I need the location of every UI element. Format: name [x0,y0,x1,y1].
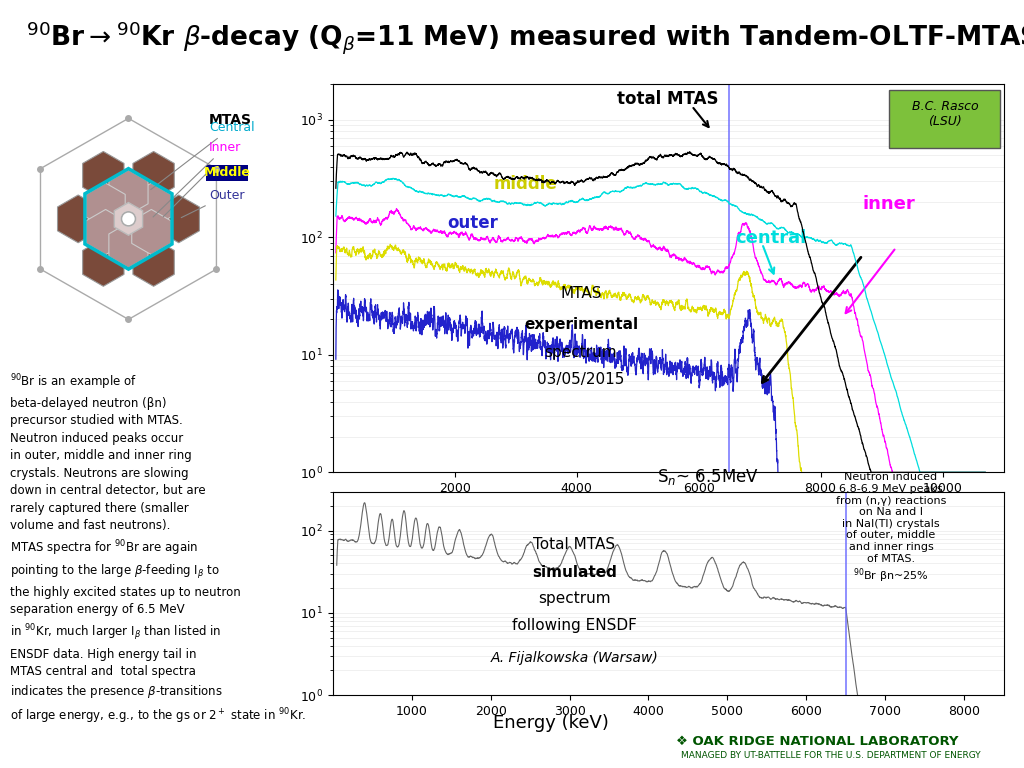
Text: $^{90}$Br$\rightarrow$$^{90}$Kr $\beta$-decay (Q$_{\beta}$=11 MeV) measured with: $^{90}$Br$\rightarrow$$^{90}$Kr $\beta$-… [27,19,1024,56]
Text: outer: outer [446,214,498,232]
Polygon shape [132,210,171,255]
Text: 03/05/2015: 03/05/2015 [538,372,625,387]
Circle shape [122,212,135,226]
Text: simulated: simulated [531,565,616,580]
Text: central: central [735,230,807,247]
FancyBboxPatch shape [207,165,248,181]
Text: Total MTAS: Total MTAS [534,537,615,551]
Polygon shape [109,170,148,215]
Polygon shape [83,239,124,286]
Polygon shape [83,151,124,199]
Polygon shape [86,183,125,228]
Text: spectrum: spectrum [545,345,617,359]
Text: experimental: experimental [524,317,638,333]
Polygon shape [133,239,174,286]
Text: S$_n$~ 6.5MeV: S$_n$~ 6.5MeV [657,466,760,487]
Text: inner: inner [862,194,915,213]
Text: middle: middle [494,175,557,194]
Text: total MTAS: total MTAS [617,90,719,108]
Text: Neutron induced
6.8-6.9 MeV peaks
from (n,γ) reactions
on Na and I
in NaI(Tl) cr: Neutron induced 6.8-6.9 MeV peaks from (… [836,472,946,584]
Text: following ENSDF: following ENSDF [512,618,637,633]
Text: Energy (keV): Energy (keV) [493,714,609,732]
Text: Middle: Middle [205,166,251,179]
Text: B.C. Rasco
(LSU): B.C. Rasco (LSU) [911,100,978,127]
Polygon shape [109,223,148,268]
Text: Outer: Outer [181,189,245,217]
Text: MANAGED BY UT-BATTELLE FOR THE U.S. DEPARTMENT OF ENERGY: MANAGED BY UT-BATTELLE FOR THE U.S. DEPA… [681,751,981,760]
Text: A. Fijalkowska (Warsaw): A. Fijalkowska (Warsaw) [490,651,658,666]
Text: ❖ OAK RIDGE NATIONAL LABORATORY: ❖ OAK RIDGE NATIONAL LABORATORY [676,735,958,748]
Text: Inner: Inner [153,141,241,217]
Polygon shape [133,151,174,199]
Polygon shape [86,210,125,255]
Text: MTAS: MTAS [209,114,252,127]
Polygon shape [158,195,200,243]
FancyBboxPatch shape [890,91,1000,148]
Text: Central: Central [151,121,255,190]
Text: spectrum: spectrum [538,591,610,607]
Text: $^{90}$Br is an example of
beta-delayed neutron (βn)
precursor studied with MTAS: $^{90}$Br is an example of beta-delayed … [10,372,306,727]
Text: MTAS: MTAS [560,286,602,301]
Polygon shape [132,183,171,228]
Polygon shape [115,203,142,235]
Polygon shape [57,195,99,243]
